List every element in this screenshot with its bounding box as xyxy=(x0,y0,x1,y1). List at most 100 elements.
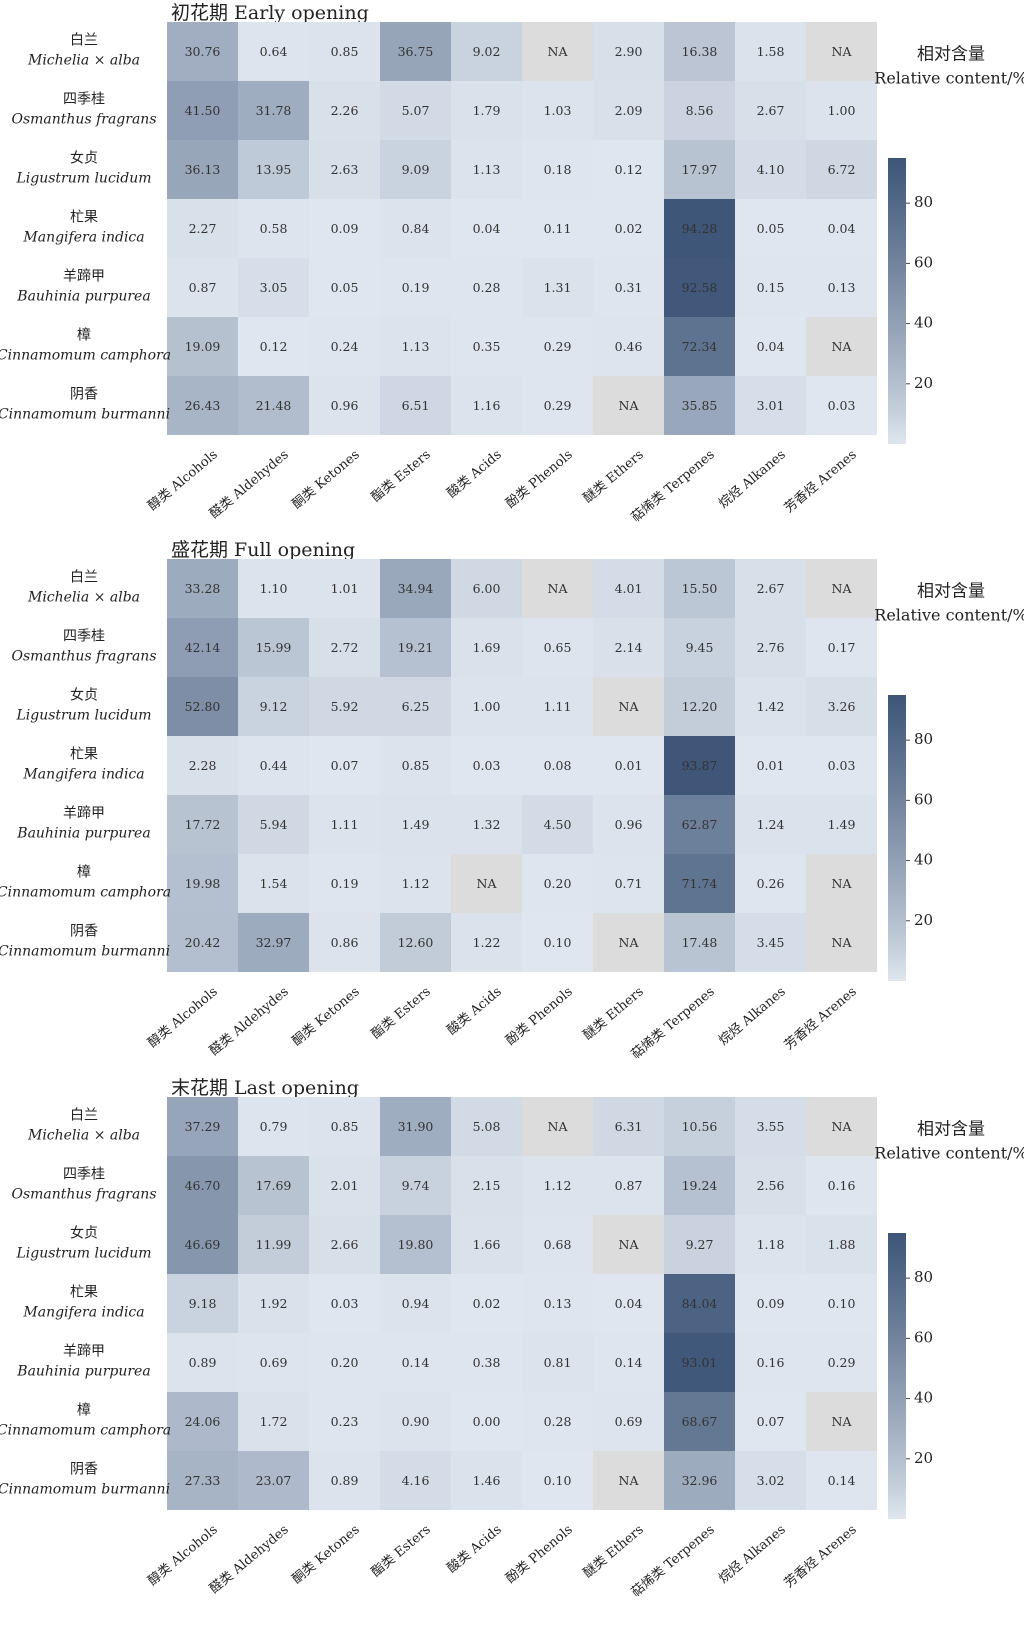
column-label: 烷烃 Alkanes xyxy=(716,447,788,511)
cell-value-label: 26.43 xyxy=(185,398,221,413)
heatmap-cell xyxy=(309,1215,380,1274)
row-label-cn: 四季桂 xyxy=(63,1167,105,1183)
heatmap-cell xyxy=(522,258,593,317)
heatmap-cell xyxy=(451,1156,522,1215)
heatmap-cell xyxy=(451,1274,522,1333)
row-label-cn: 四季桂 xyxy=(63,629,105,645)
cell-value-label: 0.03 xyxy=(828,398,856,413)
cell-value-label: 0.85 xyxy=(331,1119,359,1134)
cell-value-label: 5.92 xyxy=(331,699,359,714)
cell-value-label: NA xyxy=(619,1237,640,1252)
column-label: 酮类 Ketones xyxy=(290,984,363,1049)
colorbar-tick-label: 20 xyxy=(914,374,933,392)
cell-value-label: 2.67 xyxy=(757,103,785,118)
heatmap-cell xyxy=(593,913,664,972)
heatmap-cell xyxy=(309,22,380,81)
cell-value-label: NA xyxy=(548,44,569,59)
heatmap-cell xyxy=(522,1451,593,1510)
cell-value-label: 6.31 xyxy=(615,1119,643,1134)
cell-value-label: 1.16 xyxy=(473,398,501,413)
cell-value-label: 17.97 xyxy=(682,162,718,177)
cell-value-label: 0.94 xyxy=(402,1296,430,1311)
heatmap-cell xyxy=(238,81,309,140)
cell-value-label: 0.19 xyxy=(331,876,359,891)
column-label: 醇类 Alcohols xyxy=(145,447,221,514)
cell-value-label: 2.67 xyxy=(757,581,785,596)
heatmap-cell xyxy=(735,22,806,81)
colorbar-title-cn: 相对含量 xyxy=(917,45,985,65)
cell-value-label: 20.42 xyxy=(185,935,221,950)
heatmap-cell xyxy=(806,1215,877,1274)
row-label-latin: Michelia × alba xyxy=(27,1128,140,1144)
heatmap-cell xyxy=(735,854,806,913)
heatmap-cell xyxy=(309,1156,380,1215)
heatmap-cell xyxy=(380,258,451,317)
cell-value-label: 24.06 xyxy=(185,1414,221,1429)
cell-value-label: 0.84 xyxy=(402,221,430,236)
row-label-latin: Mangifera indica xyxy=(22,1305,144,1321)
cell-value-label: 0.20 xyxy=(544,876,572,891)
cell-value-label: 84.04 xyxy=(682,1296,718,1311)
heatmap-cell xyxy=(380,1097,451,1156)
cell-value-label: 2.15 xyxy=(473,1178,501,1193)
cell-value-label: 1.03 xyxy=(544,103,572,118)
heatmap-cell xyxy=(451,1215,522,1274)
heatmap-cell xyxy=(380,317,451,376)
cell-value-label: 0.31 xyxy=(615,280,643,295)
cell-value-label: 16.38 xyxy=(682,44,718,59)
heatmap-cell xyxy=(380,795,451,854)
heatmap-cell xyxy=(380,199,451,258)
heatmap-cell xyxy=(451,81,522,140)
cell-value-label: 6.25 xyxy=(402,699,430,714)
cell-value-label: 41.50 xyxy=(185,103,221,118)
cell-value-label: 23.07 xyxy=(256,1473,292,1488)
cell-value-label: 12.20 xyxy=(682,699,718,714)
colorbar-tick-label: 20 xyxy=(914,911,933,929)
heatmap-cell xyxy=(522,618,593,677)
colorbar-tick-label: 40 xyxy=(914,314,933,332)
cell-value-label: NA xyxy=(619,398,640,413)
cell-value-label: 1.54 xyxy=(260,876,288,891)
cell-value-label: 15.50 xyxy=(682,581,718,596)
row-label-latin: Cinnamomum camphora xyxy=(0,1423,171,1439)
heatmap-cell xyxy=(664,1392,735,1451)
column-label: 芳香烃 Arenes xyxy=(782,447,860,516)
heatmap-cell xyxy=(664,795,735,854)
cell-value-label: 72.34 xyxy=(682,339,718,354)
cell-value-label: 0.14 xyxy=(828,1473,856,1488)
row-label-latin: Ligustrum lucidum xyxy=(15,171,151,187)
row-label-cn: 羊蹄甲 xyxy=(63,1343,105,1360)
colorbar-tick-label: 80 xyxy=(914,193,933,211)
colorbar-tick-label: 80 xyxy=(914,1268,933,1286)
row-label-latin: Bauhinia purpurea xyxy=(16,826,150,842)
heatmap-cell xyxy=(238,199,309,258)
cell-value-label: 1.18 xyxy=(757,1237,785,1252)
heatmap-cell xyxy=(309,913,380,972)
cell-value-label: 0.08 xyxy=(544,758,572,773)
column-label: 酯类 Esters xyxy=(369,984,434,1042)
heatmap-cell xyxy=(735,677,806,736)
colorbar-title-en: Relative content/% xyxy=(874,606,1024,625)
cell-value-label: NA xyxy=(619,935,640,950)
heatmap-cell xyxy=(735,736,806,795)
cell-value-label: 32.97 xyxy=(256,935,292,950)
heatmap-cell xyxy=(522,677,593,736)
cell-value-label: 27.33 xyxy=(185,1473,221,1488)
heatmap-cell xyxy=(735,376,806,435)
cell-value-label: 46.69 xyxy=(185,1237,221,1252)
cell-value-label: 0.69 xyxy=(260,1355,288,1370)
cell-value-label: NA xyxy=(548,581,569,596)
heatmap-cell xyxy=(664,913,735,972)
cell-value-label: 9.45 xyxy=(686,640,714,655)
heatmap-cell xyxy=(309,795,380,854)
cell-value-label: 0.03 xyxy=(828,758,856,773)
column-label: 醚类 Ethers xyxy=(581,1522,647,1581)
heatmap-cell xyxy=(522,317,593,376)
heatmap-cell xyxy=(664,1451,735,1510)
column-label: 醚类 Ethers xyxy=(581,984,647,1043)
cell-value-label: 0.05 xyxy=(757,221,785,236)
heatmap-cell xyxy=(735,199,806,258)
cell-value-label: 19.09 xyxy=(185,339,221,354)
cell-value-label: 1.32 xyxy=(473,817,501,832)
cell-value-label: 9.09 xyxy=(402,162,430,177)
